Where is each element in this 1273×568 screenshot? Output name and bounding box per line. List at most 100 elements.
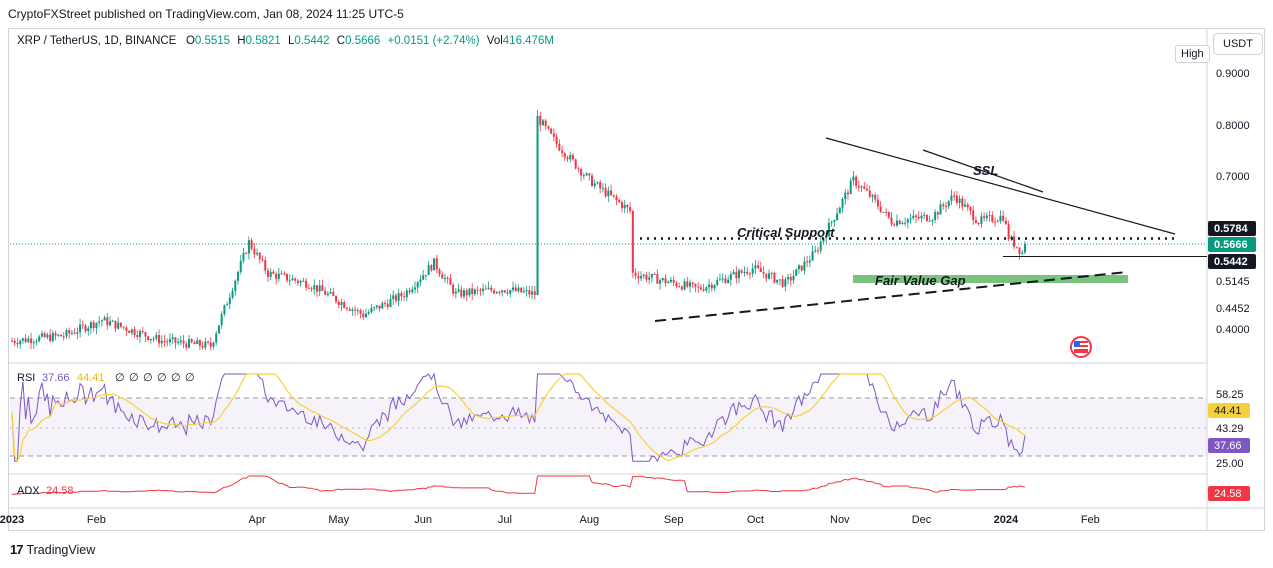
- us-flag-event-icon[interactable]: [1070, 336, 1092, 358]
- adx-line: [11, 475, 1026, 495]
- candle-body: [286, 273, 289, 281]
- candle-body: [789, 277, 792, 281]
- candle-body: [79, 324, 82, 333]
- candle-body: [512, 287, 515, 291]
- candle-body: [1015, 246, 1018, 248]
- candle-body: [454, 291, 457, 294]
- candle-body: [890, 217, 893, 225]
- candle-body: [580, 168, 583, 176]
- candle-body: [667, 281, 670, 284]
- candle-body: [277, 273, 280, 279]
- candle-body: [533, 291, 536, 296]
- candle-body: [590, 175, 593, 187]
- candle-body: [280, 273, 283, 275]
- candle-body: [443, 277, 446, 279]
- candle-body: [471, 288, 474, 295]
- candle-body: [536, 115, 539, 296]
- price-tick-0-8000: 0.8000: [1216, 120, 1250, 132]
- candle-body: [373, 307, 376, 309]
- candle-body: [857, 185, 860, 188]
- footer-brand[interactable]: 17 TradingView: [10, 542, 95, 557]
- candle-body: [569, 155, 572, 160]
- candle-body: [117, 322, 120, 329]
- candle-body: [577, 168, 580, 170]
- candle-body: [498, 291, 501, 293]
- candle-body: [601, 187, 604, 189]
- open-value: 0.5515: [194, 35, 231, 47]
- candle-body: [923, 214, 926, 216]
- candle-body: [1004, 220, 1007, 225]
- currency-button[interactable]: USDT: [1213, 33, 1263, 55]
- candle-body: [915, 215, 918, 217]
- candle-body: [356, 310, 359, 312]
- candle-body: [904, 222, 907, 224]
- candle-body: [868, 190, 871, 197]
- rsi-empty-6: ∅: [185, 372, 195, 384]
- candle-body: [740, 270, 743, 273]
- candle-body: [446, 277, 449, 279]
- candle-body: [985, 215, 988, 219]
- candle-body: [125, 327, 128, 332]
- candle-body: [1013, 236, 1016, 247]
- x-tick-jul: Jul: [498, 514, 512, 526]
- candle-body: [836, 213, 839, 220]
- candle-body: [846, 192, 849, 195]
- high-toggle-button[interactable]: High: [1175, 45, 1210, 63]
- candle-body: [699, 287, 702, 290]
- candle-body: [228, 297, 231, 305]
- candle-body: [381, 303, 384, 309]
- candle-body: [751, 268, 754, 274]
- candle-body: [994, 221, 997, 223]
- candle-body: [964, 204, 967, 207]
- candle-body: [337, 301, 340, 305]
- candle-body: [318, 285, 321, 292]
- price-label-0-5442-bg: [1208, 254, 1256, 269]
- ascending-support-trendline[interactable]: [654, 271, 1128, 322]
- candle-body: [574, 159, 577, 169]
- candle-body: [754, 265, 757, 269]
- candle-body: [738, 270, 741, 279]
- candle-body: [220, 314, 223, 326]
- fair-value-gap-zone[interactable]: [853, 275, 1128, 283]
- volume-value: 416.476M: [502, 35, 554, 47]
- volume-label: Vol: [486, 35, 503, 47]
- candle-body: [43, 333, 46, 338]
- candle-body: [408, 290, 411, 293]
- candle-body: [313, 285, 316, 290]
- candle-body: [541, 120, 544, 126]
- candle-body: [876, 199, 879, 207]
- candle-body: [128, 331, 131, 333]
- candle-body: [215, 333, 218, 343]
- rsi-tick-25-00: 25.00: [1216, 458, 1244, 470]
- candle-body: [60, 334, 63, 337]
- candle-body: [762, 271, 765, 274]
- candle-body: [305, 280, 308, 288]
- candle-body: [604, 187, 607, 197]
- candle-body: [928, 220, 931, 222]
- candle-body: [479, 289, 482, 291]
- candle-body: [882, 211, 885, 213]
- candle-body: [375, 305, 378, 308]
- candle-body: [463, 290, 466, 297]
- candle-body: [95, 322, 98, 328]
- candle-body: [664, 278, 667, 284]
- candle-body: [57, 334, 60, 336]
- candle-body: [242, 252, 245, 261]
- candle-body: [702, 289, 705, 291]
- candle-body: [138, 331, 141, 337]
- price-label-0-5784: 0.5784: [1214, 223, 1249, 235]
- candle-body: [887, 211, 890, 218]
- candle-body: [27, 338, 30, 342]
- candle-body: [585, 173, 588, 176]
- descending-trendline[interactable]: [825, 137, 1176, 235]
- candle-body: [231, 291, 234, 298]
- symbol-pair[interactable]: XRP / TetherUS, 1D, BINANCE: [17, 35, 177, 47]
- candle-body: [550, 128, 553, 134]
- fair-value-gap-annotation: Fair Value Gap: [875, 273, 966, 288]
- candle-body: [637, 275, 640, 279]
- candle-body: [147, 336, 150, 340]
- ssl-trendline[interactable]: [922, 149, 1044, 193]
- candle-body: [642, 274, 645, 277]
- candle-body: [509, 290, 512, 294]
